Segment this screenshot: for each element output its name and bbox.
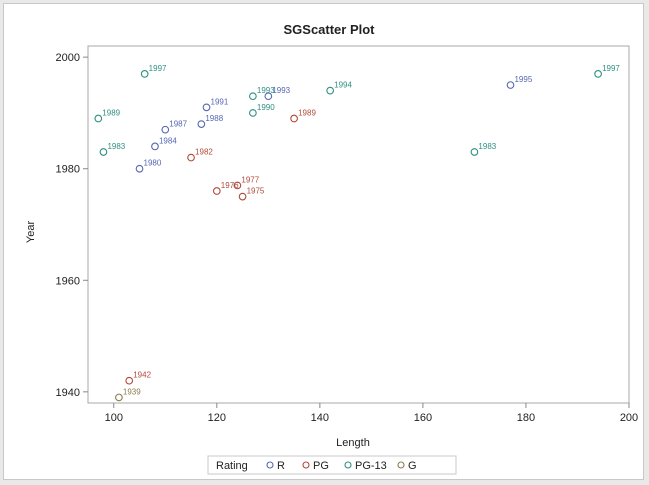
- scatter-point: [202, 103, 211, 112]
- point-label: 1976: [221, 181, 239, 190]
- point-label: 1989: [102, 109, 120, 118]
- point-label: 1994: [334, 81, 352, 90]
- point-label: 1987: [169, 120, 187, 129]
- scatter-point: [249, 109, 257, 117]
- y-tick-label: 1980: [56, 164, 80, 176]
- y-tick-label: 2000: [56, 52, 80, 64]
- point-label: 1993: [257, 86, 275, 95]
- legend-box: [207, 455, 457, 475]
- point-label: 1975: [247, 187, 265, 196]
- x-tick-label: 120: [208, 412, 226, 424]
- scatter-point: [249, 92, 257, 101]
- data-points: 1997 1989 1983 1980 1984 1987 1991 1988 1982 1993…: [94, 64, 620, 402]
- scatter-point: [506, 81, 515, 89]
- point-label: 1942: [133, 371, 151, 380]
- scatter-point: [135, 164, 144, 173]
- scatter-point: [187, 153, 195, 162]
- legend-title: Rating: [216, 460, 248, 472]
- x-tick-label: 100: [105, 412, 123, 424]
- point-label: 1939: [123, 387, 141, 396]
- y-tick-label: 1940: [56, 387, 80, 399]
- y-axis-label: Year: [25, 221, 37, 244]
- scatter-point: [233, 181, 242, 190]
- scatter-point: [115, 393, 123, 402]
- legend-marker: [344, 461, 352, 469]
- scatter-point: [238, 192, 247, 201]
- scatter-point: [326, 86, 335, 95]
- legend-entry: G: [408, 460, 417, 472]
- point-label: 1989: [298, 109, 316, 118]
- point-label: 1997: [602, 64, 620, 73]
- plot-area: [87, 45, 630, 404]
- scatter-point: [212, 187, 221, 195]
- legend-marker: [266, 461, 274, 469]
- scatter-point: [594, 70, 602, 78]
- y-tick-label: 1960: [56, 275, 80, 287]
- scatter-point: [140, 70, 149, 78]
- point-label: 1983: [478, 142, 496, 151]
- point-label: 1977: [241, 175, 259, 184]
- scatter-point: [94, 114, 103, 123]
- scatter-point: [470, 148, 479, 156]
- x-tick-label: 160: [414, 412, 432, 424]
- x-axis-label: Length: [336, 437, 370, 449]
- x-tick-label: 180: [517, 412, 535, 424]
- scatter-point: [197, 120, 206, 128]
- scatter-point: [264, 92, 273, 101]
- legend-entry: PG-13: [355, 460, 387, 472]
- legend-entry: R: [277, 460, 285, 472]
- point-label: 1984: [159, 136, 177, 145]
- point-label: 1990: [257, 103, 275, 112]
- scatter-point: [161, 125, 170, 134]
- chart-title: SGScatter Plot: [283, 22, 375, 37]
- point-label: 1982: [195, 148, 213, 157]
- point-label: 1988: [205, 114, 223, 123]
- point-label: 1997: [149, 64, 167, 73]
- x-tick-label: 140: [311, 412, 329, 424]
- legend-marker: [302, 461, 310, 469]
- point-label: 1995: [514, 75, 532, 84]
- scatter-point: [290, 114, 298, 123]
- y-axis: 1940 1960 1980 2000: [56, 52, 88, 399]
- scatter-point: [99, 148, 108, 156]
- scatter-point: [125, 376, 134, 385]
- point-label: 1993: [272, 86, 290, 95]
- x-axis: 100 120 140 160 180 200: [105, 403, 638, 424]
- legend-entry: PG: [313, 460, 329, 472]
- x-tick-label: 200: [620, 412, 638, 424]
- point-label: 1980: [144, 159, 162, 168]
- point-label: 1991: [211, 97, 229, 106]
- scatter-point: [151, 142, 159, 151]
- point-label: 1983: [107, 142, 125, 151]
- legend: Rating R PG PG-13 G: [207, 455, 457, 475]
- legend-marker: [397, 461, 405, 469]
